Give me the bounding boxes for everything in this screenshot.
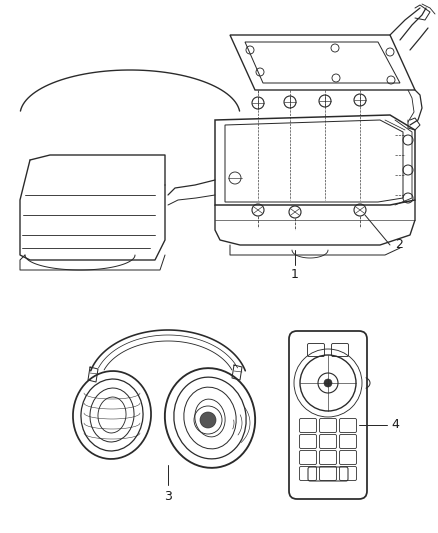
Text: 1: 1 bbox=[291, 268, 299, 281]
Text: 4: 4 bbox=[391, 418, 399, 432]
Circle shape bbox=[324, 379, 332, 387]
Text: 2: 2 bbox=[395, 238, 403, 252]
Text: 3: 3 bbox=[164, 490, 172, 503]
Circle shape bbox=[200, 412, 216, 428]
